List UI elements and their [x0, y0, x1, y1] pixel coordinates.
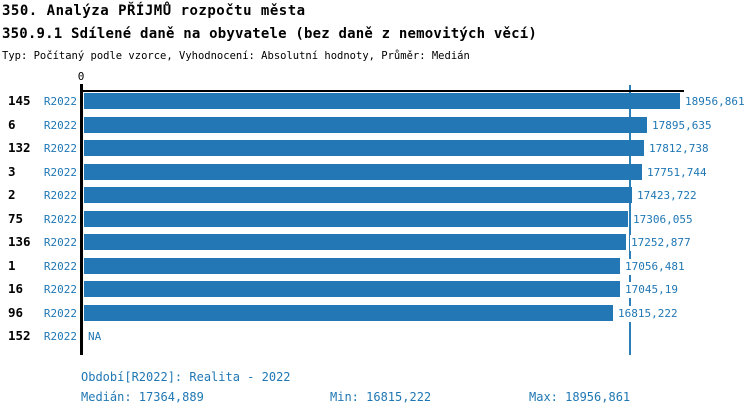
chart-row: 2 R2022 17423,722 — [0, 187, 750, 204]
footer-median-label: Medián: 17364,889 — [81, 390, 204, 404]
x-axis-line — [80, 90, 684, 92]
row-series-label: R2022 — [43, 259, 77, 273]
chart-row: 152 R2022 NA — [0, 328, 750, 345]
row-series-label: R2022 — [43, 118, 77, 132]
chart-row: 6 R2022 17895,635 — [0, 116, 750, 134]
chart-row: 75 R2022 17306,055 — [0, 210, 750, 228]
row-category-label: 152 — [8, 328, 31, 343]
y-axis-line — [80, 84, 83, 355]
page-subtitle: 350.9.1 Sdílené daně na obyvatele (bez d… — [2, 26, 537, 42]
bar — [84, 93, 680, 109]
chart-row: 136 R2022 17252,877 — [0, 234, 750, 251]
bar-value-label: 17045,19 — [624, 282, 679, 298]
row-category-label: 75 — [8, 210, 24, 226]
bar-value-label: 17252,877 — [630, 235, 692, 251]
chart-row: 145 R2022 18956,861 — [0, 93, 750, 110]
bar-value-label: 17812,738 — [648, 141, 710, 157]
row-series-label: R2022 — [43, 283, 77, 296]
row-category-label: 2 — [8, 187, 16, 202]
bar — [84, 116, 647, 133]
footer-min-label: Min: 16815,222 — [330, 390, 432, 404]
row-series-label: R2022 — [43, 212, 77, 226]
page-title: 350. Analýza PŘÍJMŮ rozpočtu města — [2, 3, 306, 19]
row-series-label: R2022 — [43, 330, 77, 343]
row-series-label: R2022 — [43, 236, 77, 249]
row-category-label: 3 — [8, 163, 16, 179]
row-series-label: R2022 — [43, 142, 77, 155]
footer-period-label: Období[R2022]: Realita - 2022 — [81, 370, 291, 384]
row-category-label: 96 — [8, 304, 24, 320]
row-category-label: 132 — [8, 140, 31, 155]
chart-row: 3 R2022 17751,744 — [0, 163, 750, 181]
bar — [84, 257, 620, 274]
bar — [84, 210, 628, 227]
median-gridline — [629, 85, 631, 355]
row-category-label: 6 — [8, 116, 16, 132]
chart-row: 1 R2022 17056,481 — [0, 257, 750, 275]
bar-value-label: 16815,222 — [617, 305, 679, 322]
footer-max-label: Max: 18956,861 — [529, 390, 631, 404]
row-category-label: 145 — [8, 93, 31, 108]
bar-value-label: 17895,635 — [651, 117, 713, 134]
chart-row: 96 R2022 16815,222 — [0, 304, 750, 322]
row-category-label: 16 — [8, 281, 24, 296]
chart-row: 132 R2022 17812,738 — [0, 140, 750, 157]
bar-value-label: 17423,722 — [636, 188, 698, 204]
bar — [84, 281, 620, 297]
bar — [84, 187, 632, 203]
row-series-label: R2022 — [43, 189, 77, 202]
row-series-label: R2022 — [43, 95, 77, 108]
bar-value-label: 17751,744 — [646, 164, 708, 181]
bar — [84, 234, 626, 250]
bar-value-label: 17306,055 — [632, 211, 694, 228]
bar — [84, 140, 644, 156]
bar — [84, 163, 642, 180]
chart-meta-line: Typ: Počítaný podle vzorce, Vyhodnocení:… — [2, 50, 470, 62]
row-series-label: R2022 — [43, 165, 77, 179]
chart-row: 16 R2022 17045,19 — [0, 281, 750, 298]
row-category-label: 136 — [8, 234, 31, 249]
bar-na-label: NA — [87, 329, 103, 345]
bar-value-label: 17056,481 — [624, 258, 686, 275]
row-series-label: R2022 — [43, 306, 77, 320]
x-axis-zero-tick-label: 0 — [77, 70, 85, 83]
row-category-label: 1 — [8, 257, 16, 273]
bar-value-label: 18956,861 — [684, 94, 746, 110]
bar — [84, 304, 613, 321]
